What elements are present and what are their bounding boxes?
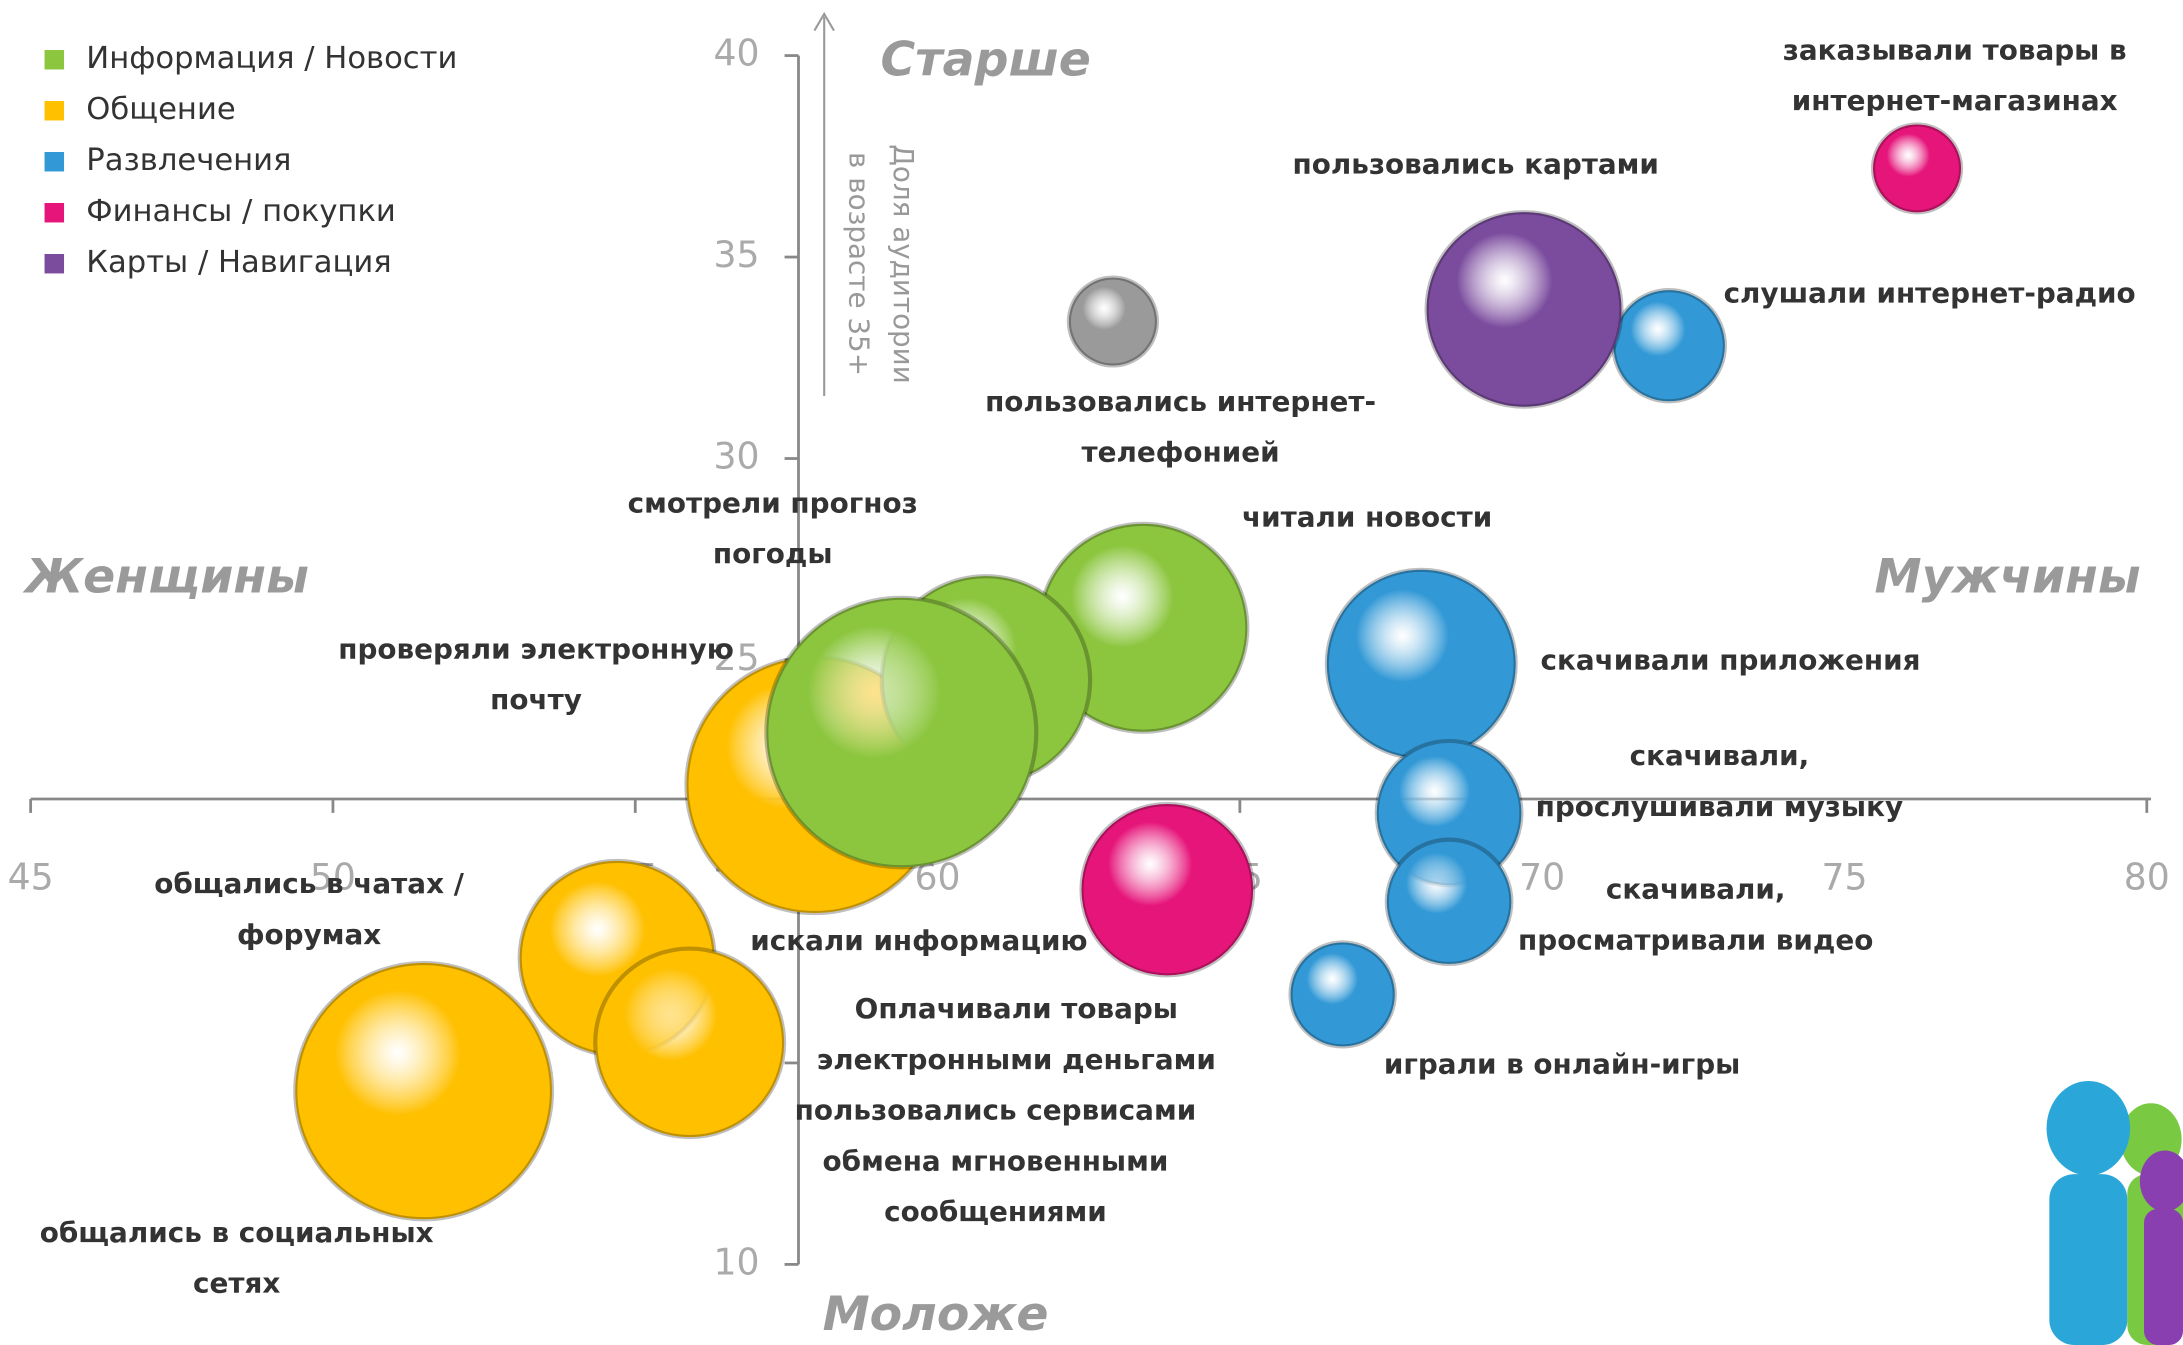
y-tick-label: 40 [713, 32, 759, 75]
bubble-label: скачивали приложения [1541, 643, 1921, 676]
bubble-label: искали информацию [750, 924, 1087, 957]
x-tick-label: 75 [1821, 856, 1867, 899]
legend-label: Информация / Новости [86, 41, 457, 76]
x-tick-label: 45 [8, 856, 54, 899]
y-axis-title: Доля аудитории [887, 144, 920, 384]
bubble-label: проверяли электронную [338, 632, 734, 665]
legend-marker [44, 101, 65, 121]
y-tick-label: 10 [713, 1240, 759, 1283]
bubble-label: заказывали товары в [1783, 33, 2127, 66]
bubble-label: пользовались сервисами [795, 1094, 1197, 1127]
bubble [1870, 122, 1964, 215]
bubble [1611, 288, 1727, 404]
quadrant-label: Женщины [22, 549, 309, 604]
bubble-label: электронными деньгами [817, 1043, 1216, 1076]
legend-marker [44, 203, 65, 223]
bubble [1079, 801, 1256, 978]
bubble-label: погоды [713, 537, 833, 570]
y-tick-label: 30 [713, 435, 759, 478]
legend-label: Развлечения [86, 143, 291, 178]
bubble-label: скачивали, [1606, 873, 1786, 906]
bubble-label: Оплачивали товары [855, 992, 1178, 1025]
quadrant-label: Старше [881, 33, 1091, 88]
bubble [1066, 275, 1160, 368]
x-tick-label: 70 [1519, 856, 1565, 899]
bubble-label: обмена мгновенными [823, 1144, 1169, 1177]
bubble-label: слушали интернет-радио [1724, 277, 2136, 310]
bubble-label: общались в социальных [40, 1216, 434, 1249]
bubble [764, 595, 1039, 870]
bubble-label: телефонией [1082, 436, 1280, 469]
bubble-label: играли в онлайн-игры [1384, 1048, 1740, 1081]
bubble-label: читали новости [1242, 500, 1492, 533]
quadrant-label: Моложе [823, 1287, 1049, 1342]
y-axis-title: в возрасте 35+ [843, 152, 876, 376]
bubble [1384, 837, 1514, 966]
bubble [293, 960, 555, 1222]
bubble-label: сообщениями [884, 1195, 1107, 1228]
bubble-label: скачивали, [1630, 739, 1810, 772]
legend-label: Финансы / покупки [86, 194, 396, 229]
bubble [1288, 940, 1397, 1049]
bubble [593, 946, 787, 1140]
bubble-label: просматривали видео [1518, 923, 1873, 956]
axis-arrowhead [813, 11, 835, 32]
x-tick-label: 80 [2124, 856, 2170, 899]
bubble-label: общались в чатах / [154, 867, 464, 900]
bubble-label: форумах [237, 918, 381, 951]
quadrant-label: Мужчины [1875, 549, 2141, 604]
people-illustration [2046, 1081, 2183, 1345]
y-tick-label: 35 [713, 233, 759, 276]
bubble-label: почту [490, 683, 582, 716]
bubble-label: пользовались картами [1293, 147, 1659, 180]
bubble-label: интернет-магазинах [1792, 84, 2118, 117]
bubble-label: пользовались интернет- [985, 385, 1376, 418]
x-tick-label: 50 [310, 856, 356, 899]
legend-marker [44, 253, 65, 274]
legend-marker [44, 50, 65, 70]
bubble [1324, 567, 1518, 761]
bubble-label: прослушивали музыку [1536, 790, 1904, 823]
legend-marker [44, 152, 65, 172]
bubble-label: сетях [193, 1267, 280, 1300]
legend-label: Карты / Навигация [86, 245, 391, 280]
y-tick-label: 25 [713, 636, 759, 679]
bubble [1424, 210, 1624, 409]
legend-label: Общение [86, 92, 235, 127]
bubble-label: смотрели прогноз [628, 486, 918, 519]
